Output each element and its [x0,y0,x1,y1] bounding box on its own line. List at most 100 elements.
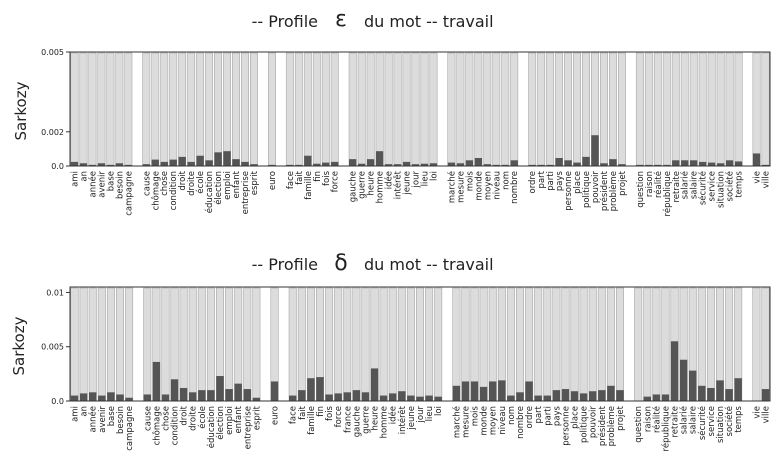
x-tick-label: retraite [671,406,681,438]
data-bar [652,394,661,401]
data-bar [187,161,195,166]
x-tick-label: école [195,171,206,194]
data-bar [98,395,106,401]
data-bar [361,392,370,401]
x-tick-label: heure [367,171,377,196]
x-tick-label: entreprise [243,406,253,449]
background-bar [671,52,680,167]
x-tick-label: politique [582,171,592,208]
data-bar [689,370,697,401]
background-bar [223,52,231,167]
background-bar [206,287,215,402]
data-bar [434,396,442,401]
data-bar [295,164,303,166]
data-bar [79,163,88,166]
data-bar [698,385,706,401]
x-tick-label: salaire [689,406,699,434]
x-tick-label: question [634,406,644,443]
data-bar [525,381,533,401]
background-bar [297,287,306,402]
background-bar [416,287,424,402]
x-tick-label: service [707,406,717,436]
x-tick-label: vie [753,171,763,184]
x-tick-label: lieu [420,171,430,186]
background-bar [97,52,106,167]
x-tick-label: moyen [489,406,499,435]
x-tick-label: lieu [425,406,435,421]
background-bar [161,287,170,402]
x-tick-label: base [107,406,117,426]
x-tick-label: école [197,406,208,429]
data-bar [670,341,679,401]
data-bar [546,164,554,166]
background-bar [225,287,234,402]
data-bar [411,164,420,166]
y-tick-label: 0.002 [41,128,64,137]
background-bar [250,52,258,167]
x-tick-label: niveau [492,171,502,200]
background-bar [752,287,761,402]
x-tick-label: moyen [483,171,493,200]
x-tick-label: fois [322,170,332,186]
chart-title-symbol: ε [335,7,347,32]
background-bar [125,287,134,402]
x-tick-label: emploi [225,406,235,435]
data-bar [225,389,233,401]
data-bar [106,164,115,166]
background-bar [143,287,152,402]
x-tick-label: raison [643,406,653,432]
x-tick-label: force [334,406,344,427]
x-tick-label: personne [561,406,571,446]
background-bar [406,287,415,402]
background-bar [483,52,492,167]
y-axis-label: Sarkozy [10,316,28,375]
data-bar [456,163,465,166]
background-bar [597,287,606,402]
x-tick-label: projet [616,405,626,430]
background-bar [402,52,411,167]
x-tick-label: idée [388,406,399,424]
background-bar [697,287,706,402]
background-bar [252,287,261,402]
background-bar [725,287,734,402]
chart-title-suffix: du mot -- travail [364,255,494,274]
x-tick-label: chose [160,171,170,196]
background-bar [555,52,564,167]
x-tick-label: personne [564,171,574,211]
data-bar [643,396,651,401]
bars [70,52,770,167]
data-bar [661,394,670,401]
chart-epsilon: -- Profile ε du mot -- travail Sarkozy 0… [12,7,772,216]
data-bar [600,163,608,166]
data-bar [516,392,524,401]
chart-title-suffix: du mot -- travail [364,12,494,31]
background-bar [214,52,223,167]
data-bar [582,156,590,166]
data-bar [307,378,315,401]
x-tick-label: enfant [232,170,242,198]
data-bar [268,164,276,166]
x-tick-label: homme [376,171,386,203]
data-bar [429,163,438,166]
plot-frame [69,286,771,402]
data-bar [250,164,258,166]
x-tick-label: ami [70,171,80,187]
data-bar [690,160,698,166]
data-bar [241,161,249,166]
data-bar [555,158,563,166]
data-bar [389,393,397,401]
background-bar [116,287,124,402]
background-bar [142,52,151,167]
chart-title-symbol: δ [334,251,347,276]
background-bar [537,52,546,167]
x-tick-label: part [534,405,544,423]
data-bar [116,394,124,401]
data-bar [489,381,497,401]
data-bar [607,385,615,401]
x-tick-label: chômage [151,406,162,445]
data-bar [474,158,483,166]
data-bar [107,392,115,401]
data-bar [573,162,581,166]
x-tick-label: intérêt [397,405,408,434]
data-bar [616,390,624,401]
